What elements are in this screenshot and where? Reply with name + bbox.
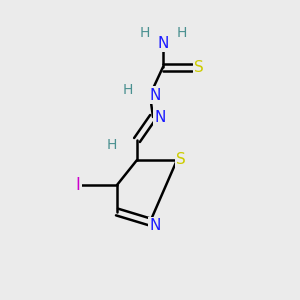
- Text: H: H: [107, 138, 117, 152]
- Text: H: H: [177, 26, 187, 40]
- Text: H: H: [140, 26, 150, 40]
- Text: N: N: [149, 218, 161, 233]
- Text: S: S: [194, 59, 204, 74]
- Text: N: N: [154, 110, 166, 124]
- Text: H: H: [123, 83, 133, 97]
- Text: S: S: [176, 152, 186, 167]
- Text: N: N: [149, 88, 161, 103]
- Text: N: N: [157, 35, 169, 50]
- Text: I: I: [76, 176, 80, 194]
